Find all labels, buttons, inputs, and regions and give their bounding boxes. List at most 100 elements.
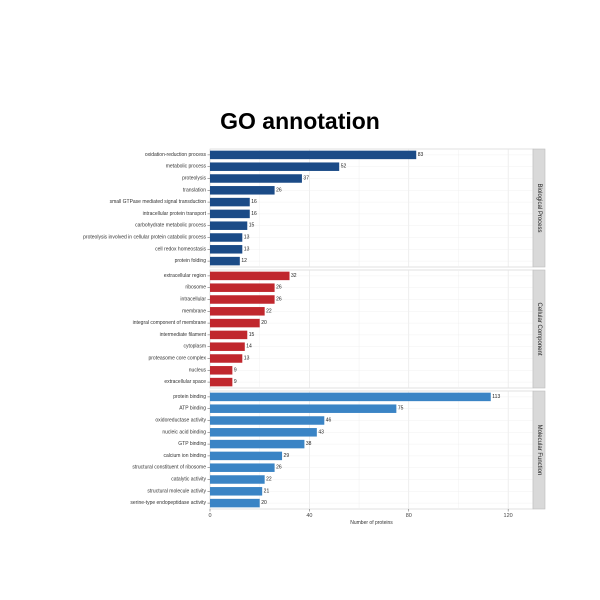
data-label: 29: [284, 453, 290, 459]
category-label: oxidoreductase activity: [155, 418, 206, 424]
facet-strip: [532, 148, 546, 268]
bar: [210, 354, 243, 363]
data-label: 26: [276, 285, 282, 291]
category-label: protein folding: [175, 258, 207, 264]
data-label: 15: [249, 223, 255, 229]
bar: [210, 330, 248, 340]
data-label: 13: [244, 356, 250, 362]
data-label: 26: [276, 465, 282, 471]
data-label: 83: [418, 152, 424, 158]
category-label: GTP binding: [178, 441, 206, 447]
category-label: proteasome core complex: [148, 356, 206, 362]
category-label: intracellular protein transport: [143, 211, 207, 217]
data-label: 15: [249, 332, 255, 338]
category-label: nucleic acid binding: [162, 429, 206, 435]
bar: [210, 174, 302, 183]
category-label: ribosome: [185, 285, 206, 291]
bar: [210, 451, 283, 461]
data-label: 46: [326, 418, 332, 424]
bar: [210, 439, 305, 449]
category-label: structural constituent of ribosome: [132, 465, 206, 471]
bar: [210, 342, 245, 351]
data-label: 26: [276, 187, 282, 193]
category-label: calcium ion binding: [163, 453, 206, 459]
bar: [210, 150, 417, 160]
bar: [210, 463, 275, 472]
data-label: 37: [303, 176, 309, 182]
data-label: 22: [266, 308, 272, 314]
bar: [210, 377, 233, 387]
bar: [210, 428, 317, 437]
x-tick-label: 0: [208, 513, 211, 519]
bar: [210, 209, 250, 219]
facet-strip: [532, 390, 546, 510]
bar: [210, 197, 250, 207]
bar: [210, 392, 491, 402]
category-label: intermediate filament: [160, 332, 207, 338]
bar: [210, 162, 340, 171]
x-axis-title: Number of proteins: [350, 520, 393, 526]
bar: [210, 416, 325, 425]
data-label: 75: [398, 406, 404, 412]
category-label: integral component of membrane: [133, 320, 207, 326]
data-label: 32: [291, 273, 297, 279]
bar: [210, 498, 260, 508]
category-label: metabolic process: [166, 164, 207, 170]
data-label: 12: [241, 258, 247, 264]
data-label: 52: [341, 164, 347, 170]
bar: [210, 233, 243, 242]
category-label: intracellular: [180, 297, 206, 303]
data-label: 13: [244, 246, 250, 252]
category-label: ATP binding: [179, 406, 206, 412]
facet-strip: [532, 269, 546, 389]
facet-label: Molecular Function: [536, 425, 542, 476]
bar: [210, 475, 265, 484]
x-tick-label: 40: [306, 513, 312, 519]
x-tick-label: 120: [504, 513, 513, 519]
data-label: 9: [234, 379, 237, 385]
bar: [210, 318, 260, 328]
bar: [210, 271, 290, 281]
category-label: extracellular region: [164, 273, 206, 279]
bar: [210, 404, 397, 413]
data-label: 9: [234, 367, 237, 373]
bar: [210, 366, 233, 375]
category-label: membrane: [182, 308, 206, 314]
data-label: 38: [306, 441, 312, 447]
category-label: carbohydrate metabolic process: [135, 223, 206, 229]
bar: [210, 221, 248, 230]
category-label: catalytic activity: [171, 477, 206, 483]
data-label: 20: [261, 500, 267, 506]
bar: [210, 307, 265, 316]
category-label: structural molecule activity: [147, 488, 206, 494]
category-label: nucleus: [189, 367, 207, 373]
category-label: proteolysis: [182, 176, 206, 182]
data-label: 43: [318, 429, 324, 435]
data-label: 13: [244, 235, 250, 241]
x-tick-label: 80: [406, 513, 412, 519]
category-label: serine-type endopeptidase activity: [130, 500, 206, 506]
category-label: extracellular space: [164, 379, 206, 385]
data-label: 16: [251, 199, 257, 205]
bar: [210, 256, 240, 266]
category-label: cell redox homeostasis: [155, 246, 206, 252]
data-label: 16: [251, 211, 257, 217]
chart-title: GO annotation: [220, 108, 380, 134]
bar: [210, 295, 275, 304]
data-label: 14: [246, 344, 252, 350]
data-label: 21: [264, 488, 270, 494]
data-label: 20: [261, 320, 267, 326]
category-label: cytoplasm: [183, 344, 206, 350]
category-label: oxidation-reduction process: [145, 152, 207, 158]
category-label: small GTPase mediated signal transductio…: [110, 199, 207, 205]
bar: [210, 283, 275, 292]
data-label: 22: [266, 477, 272, 483]
bar: [210, 245, 243, 254]
category-label: proteolysis involved in cellular protein…: [83, 235, 206, 241]
data-label: 113: [492, 394, 500, 400]
facet-label: Biological Process: [536, 183, 542, 232]
facet-label: Cellular Component: [536, 302, 542, 355]
bar: [210, 487, 263, 496]
category-label: protein binding: [173, 394, 206, 400]
